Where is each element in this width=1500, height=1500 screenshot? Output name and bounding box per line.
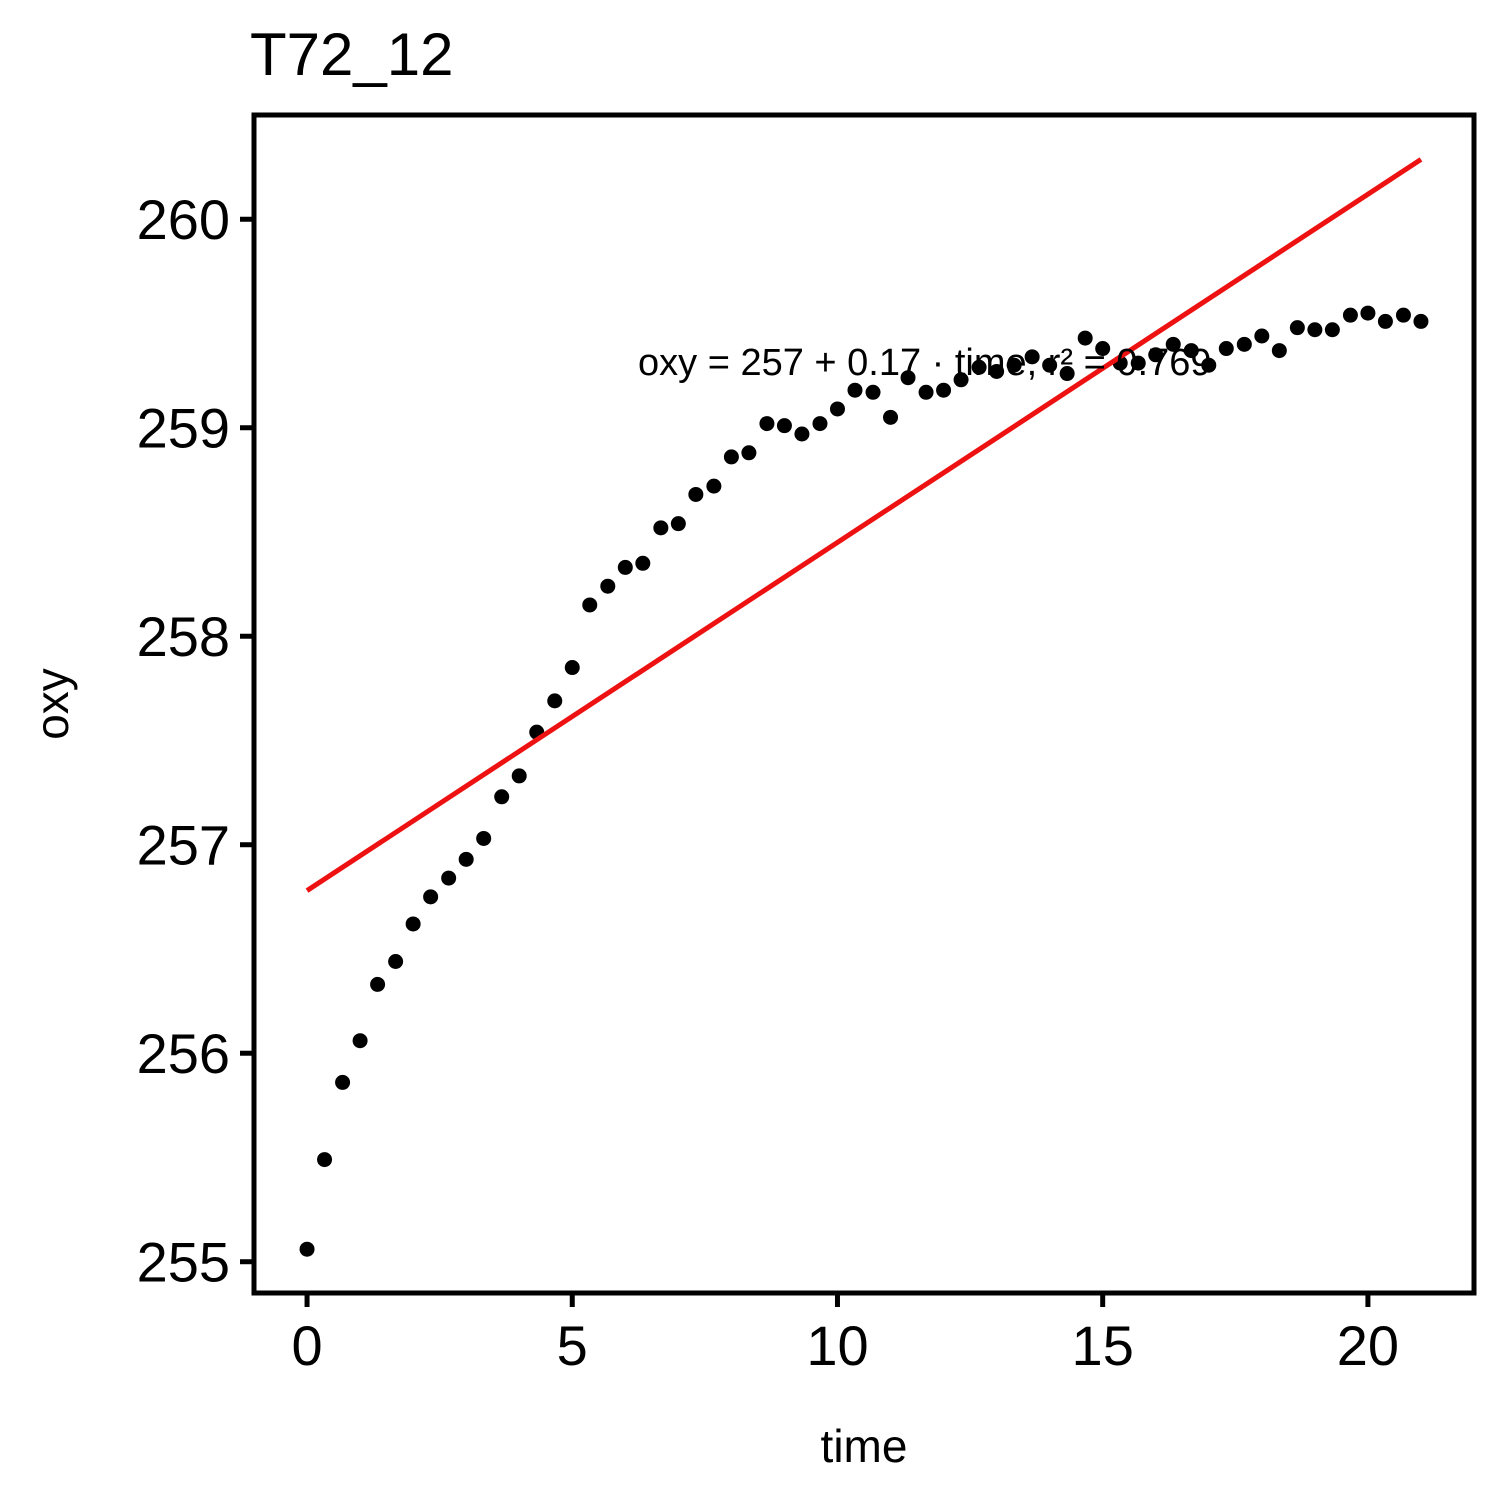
data-point	[317, 1152, 332, 1167]
data-point	[565, 660, 580, 675]
data-point	[1237, 337, 1252, 352]
regression-equation: oxy = 257 + 0.17 · time, r² = 0.769	[638, 342, 1212, 384]
regression-line	[307, 159, 1421, 890]
data-point	[459, 852, 474, 867]
data-point	[1360, 306, 1375, 321]
data-point	[423, 889, 438, 904]
data-point	[812, 416, 827, 431]
data-point	[635, 556, 650, 571]
data-point	[1254, 329, 1269, 344]
data-point	[653, 520, 668, 535]
data-point	[300, 1242, 315, 1257]
data-point	[777, 418, 792, 433]
data-point	[1343, 308, 1358, 323]
x-tick-label: 10	[806, 1314, 868, 1377]
x-tick-label: 15	[1072, 1314, 1134, 1377]
data-point	[441, 871, 456, 886]
data-point	[706, 479, 721, 494]
data-point	[388, 954, 403, 969]
data-point	[1219, 341, 1234, 356]
data-point	[883, 410, 898, 425]
data-point	[582, 597, 597, 612]
data-point	[476, 831, 491, 846]
data-points	[300, 306, 1429, 1257]
data-point	[866, 385, 881, 400]
data-point	[406, 916, 421, 931]
x-tick-label: 20	[1337, 1314, 1399, 1377]
data-point	[1378, 314, 1393, 329]
x-tick-label: 5	[557, 1314, 588, 1377]
data-point	[794, 426, 809, 441]
y-tick-label: 259	[137, 397, 230, 460]
data-point	[335, 1075, 350, 1090]
chart-title: T72_12	[250, 21, 454, 88]
data-point	[512, 768, 527, 783]
y-tick-label: 257	[137, 814, 230, 877]
data-point	[1413, 314, 1428, 329]
x-axis: 0 5 10 15 20	[291, 1293, 1399, 1377]
data-point	[494, 789, 509, 804]
data-point	[724, 449, 739, 464]
y-axis: 255 256 257 258 259 260	[137, 188, 254, 1293]
data-point	[370, 977, 385, 992]
x-tick-label: 0	[291, 1314, 322, 1377]
data-point	[919, 385, 934, 400]
data-point	[688, 487, 703, 502]
data-point	[671, 516, 686, 531]
data-point	[547, 693, 562, 708]
data-point	[936, 383, 951, 398]
y-axis-label: oxy	[26, 668, 78, 740]
data-point	[830, 401, 845, 416]
data-point	[353, 1033, 368, 1048]
data-point	[1290, 320, 1305, 335]
x-axis-label: time	[821, 1420, 908, 1472]
data-point	[1272, 343, 1287, 358]
y-tick-label: 260	[137, 188, 230, 251]
data-point	[618, 560, 633, 575]
y-tick-label: 255	[137, 1231, 230, 1294]
y-tick-label: 256	[137, 1022, 230, 1085]
data-point	[600, 579, 615, 594]
y-tick-label: 258	[137, 605, 230, 668]
data-point	[1396, 308, 1411, 323]
data-point	[847, 383, 862, 398]
data-point	[1325, 322, 1340, 337]
plot-panel	[254, 115, 1474, 1293]
data-point	[1307, 322, 1322, 337]
data-point	[759, 416, 774, 431]
data-point	[741, 445, 756, 460]
